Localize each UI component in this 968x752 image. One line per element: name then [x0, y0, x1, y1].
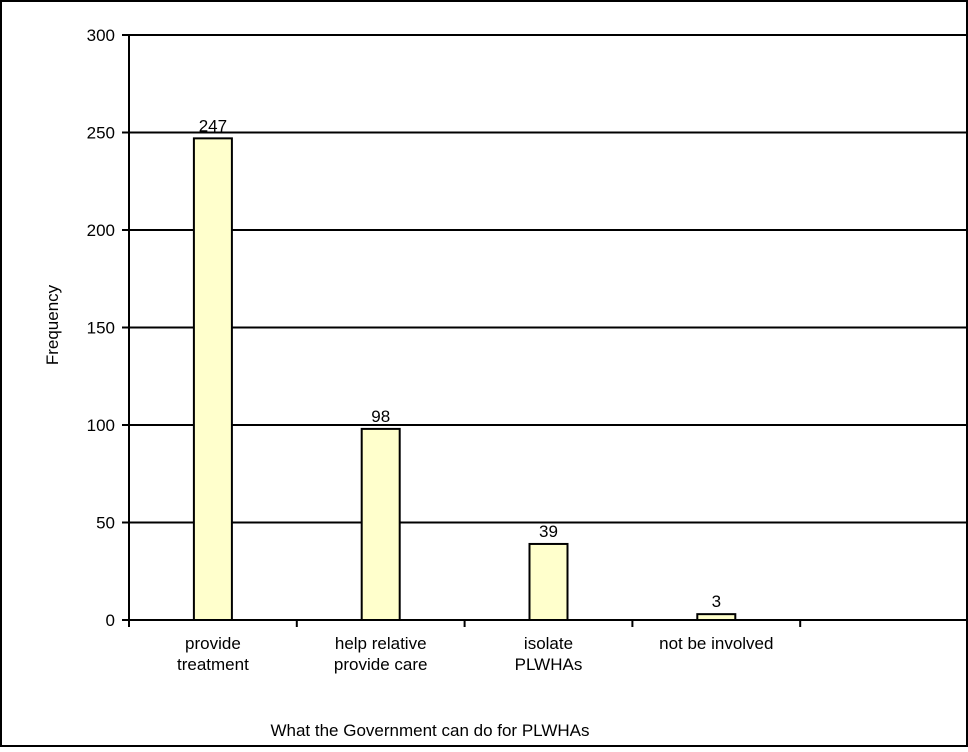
- x-tick-label: provide: [185, 634, 241, 653]
- x-axis-title: What the Government can do for PLWHAs: [270, 721, 589, 740]
- y-axis-title: Frequency: [43, 284, 62, 365]
- x-tick-label: help relative: [335, 634, 427, 653]
- bar-2: [528, 542, 569, 622]
- x-tick-label: isolate: [524, 634, 573, 653]
- y-tick-label: 0: [106, 611, 115, 630]
- y-tick-label: 300: [87, 26, 115, 45]
- labels: 0 50 100 150 200 250 300 247 provide treatment 98 h…: [87, 26, 774, 674]
- data-label: 39: [539, 522, 558, 541]
- x-tick-label: PLWHAs: [515, 655, 583, 674]
- y-tick-label: 50: [96, 514, 115, 533]
- y-tick-label: 150: [87, 319, 115, 338]
- data-label: 98: [371, 407, 390, 426]
- bar-0: [192, 137, 233, 621]
- gridlines: [129, 34, 968, 524]
- data-label: 247: [199, 116, 227, 135]
- x-tick-label: provide care: [334, 655, 428, 674]
- x-tick-label: not be involved: [659, 634, 773, 653]
- bar-1: [360, 427, 401, 621]
- y-tick-label: 200: [87, 221, 115, 240]
- axes: [122, 34, 968, 627]
- y-tick-label: 100: [87, 416, 115, 435]
- y-tick-label: 250: [87, 124, 115, 143]
- data-label: 3: [712, 592, 721, 611]
- x-tick-label: treatment: [177, 655, 249, 674]
